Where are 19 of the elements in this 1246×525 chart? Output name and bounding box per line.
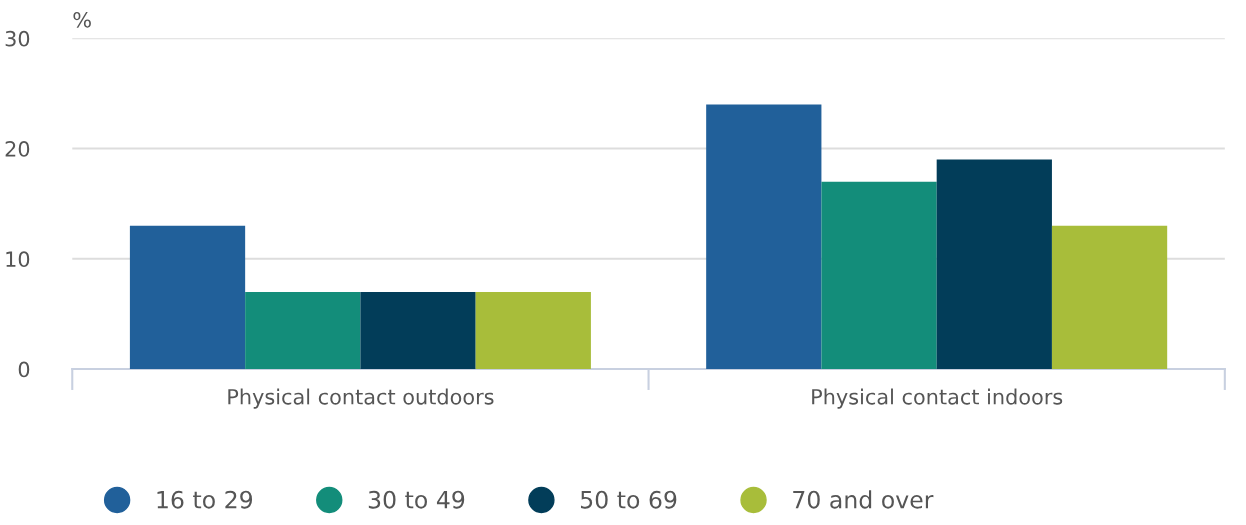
y-tick-label: 30 (5, 30, 30, 47)
legend-label: 16 to 29 (157, 490, 253, 509)
x-tick-label: Physical contact outdoors (228, 388, 494, 409)
x-tick-label: Physical contact indoors (812, 388, 1063, 409)
bar (706, 104, 822, 370)
bar (821, 181, 937, 370)
y-tick-label: 20 (5, 141, 30, 157)
y-axis-title: % (73, 11, 91, 28)
legend-label: 50 to 69 (581, 490, 677, 509)
bar (360, 291, 476, 370)
bar (129, 225, 246, 370)
bar (245, 291, 361, 370)
bar (1051, 225, 1168, 370)
bar (936, 159, 1052, 370)
y-tick-label: 10 (6, 251, 30, 268)
bar (475, 291, 591, 370)
legend-label: 30 to 49 (368, 490, 465, 509)
y-tick-label: 0 (18, 361, 30, 378)
legend-label: 70 and over (793, 490, 934, 509)
